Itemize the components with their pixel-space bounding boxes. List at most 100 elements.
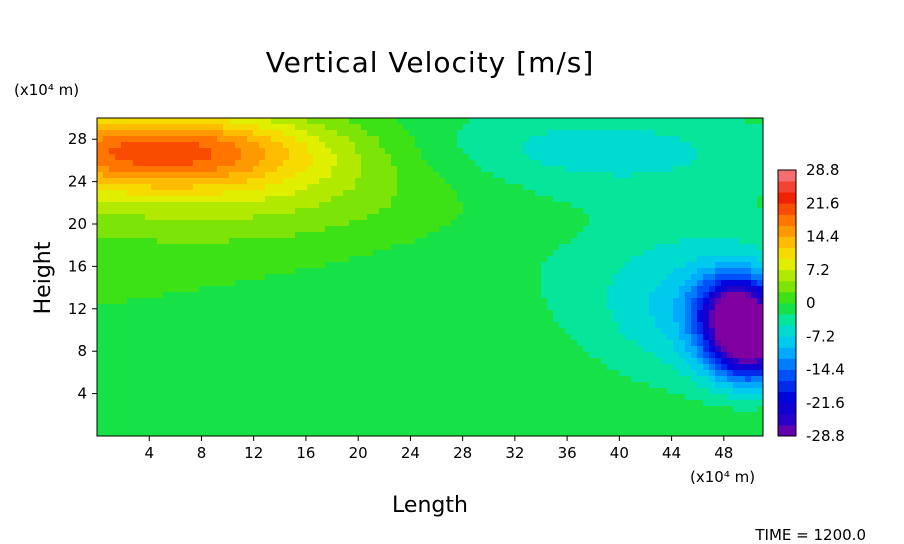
field-cell <box>661 244 668 251</box>
field-cell <box>559 268 566 275</box>
field-cell <box>217 376 224 383</box>
field-cell <box>223 172 230 179</box>
field-cell <box>169 298 176 305</box>
field-cell <box>367 262 374 269</box>
field-cell <box>487 232 494 239</box>
field-cell <box>199 142 206 149</box>
field-cell <box>301 340 308 347</box>
field-cell <box>541 376 548 383</box>
field-cell <box>673 244 680 251</box>
field-cell <box>253 184 260 191</box>
field-cell <box>355 274 362 281</box>
field-cell <box>757 124 764 131</box>
field-cell <box>157 340 164 347</box>
field-cell <box>223 382 230 389</box>
field-cell <box>469 130 476 137</box>
field-cell <box>697 208 704 215</box>
field-cell <box>517 202 524 209</box>
field-cell <box>685 370 692 377</box>
field-cell <box>415 166 422 173</box>
field-cell <box>331 226 338 233</box>
field-cell <box>661 238 668 245</box>
field-cell <box>283 208 290 215</box>
field-cell <box>655 208 662 215</box>
field-cell <box>325 130 332 137</box>
field-cell <box>295 196 302 203</box>
field-cell <box>577 304 584 311</box>
field-cell <box>757 364 764 371</box>
field-cell <box>187 166 194 173</box>
field-cell <box>559 148 566 155</box>
field-cell <box>259 154 266 161</box>
field-cell <box>583 154 590 161</box>
field-cell <box>703 202 710 209</box>
field-cell <box>673 256 680 263</box>
field-cell <box>451 292 458 299</box>
field-cell <box>373 280 380 287</box>
field-cell <box>685 346 692 353</box>
field-cell <box>109 226 116 233</box>
field-cell <box>493 334 500 341</box>
field-cell <box>115 214 122 221</box>
field-cell <box>445 124 452 131</box>
field-cell <box>427 256 434 263</box>
field-cell <box>409 136 416 143</box>
field-cell <box>619 118 626 125</box>
field-cell <box>319 268 326 275</box>
field-cell <box>283 382 290 389</box>
field-cell <box>565 268 572 275</box>
field-cell <box>517 280 524 287</box>
field-cell <box>259 334 266 341</box>
field-cell <box>373 160 380 167</box>
field-cell <box>613 346 620 353</box>
field-cell <box>139 334 146 341</box>
field-cell <box>355 244 362 251</box>
field-cell <box>415 274 422 281</box>
field-cell <box>631 208 638 215</box>
field-cell <box>613 382 620 389</box>
field-cell <box>583 250 590 257</box>
field-cell <box>397 358 404 365</box>
field-cell <box>139 154 146 161</box>
field-cell <box>451 364 458 371</box>
field-cell <box>487 340 494 347</box>
field-cell <box>349 352 356 359</box>
field-cell <box>331 124 338 131</box>
field-cell <box>307 256 314 263</box>
field-cell <box>619 280 626 287</box>
field-cell <box>349 238 356 245</box>
field-cell <box>391 136 398 143</box>
field-cell <box>397 172 404 179</box>
field-cell <box>343 118 350 125</box>
field-cell <box>571 346 578 353</box>
field-cell <box>373 322 380 329</box>
field-cell <box>241 352 248 359</box>
field-cell <box>655 364 662 371</box>
field-cell <box>499 328 506 335</box>
field-cell <box>757 208 764 215</box>
field-cell <box>469 274 476 281</box>
field-cell <box>193 136 200 143</box>
field-cell <box>541 196 548 203</box>
field-cell <box>727 382 734 389</box>
field-cell <box>355 376 362 383</box>
field-cell <box>523 172 530 179</box>
field-cell <box>595 310 602 317</box>
field-cell <box>433 160 440 167</box>
field-cell <box>439 118 446 125</box>
field-cell <box>691 208 698 215</box>
field-cell <box>361 322 368 329</box>
field-cell <box>313 286 320 293</box>
field-cell <box>619 292 626 299</box>
field-cell <box>343 358 350 365</box>
field-cell <box>163 244 170 251</box>
field-cell <box>643 352 650 359</box>
field-cell <box>691 250 698 257</box>
field-cell <box>235 166 242 173</box>
field-cell <box>577 220 584 227</box>
field-cell <box>175 136 182 143</box>
field-cell <box>541 202 548 209</box>
field-cell <box>289 304 296 311</box>
field-cell <box>679 298 686 305</box>
field-cell <box>181 304 188 311</box>
